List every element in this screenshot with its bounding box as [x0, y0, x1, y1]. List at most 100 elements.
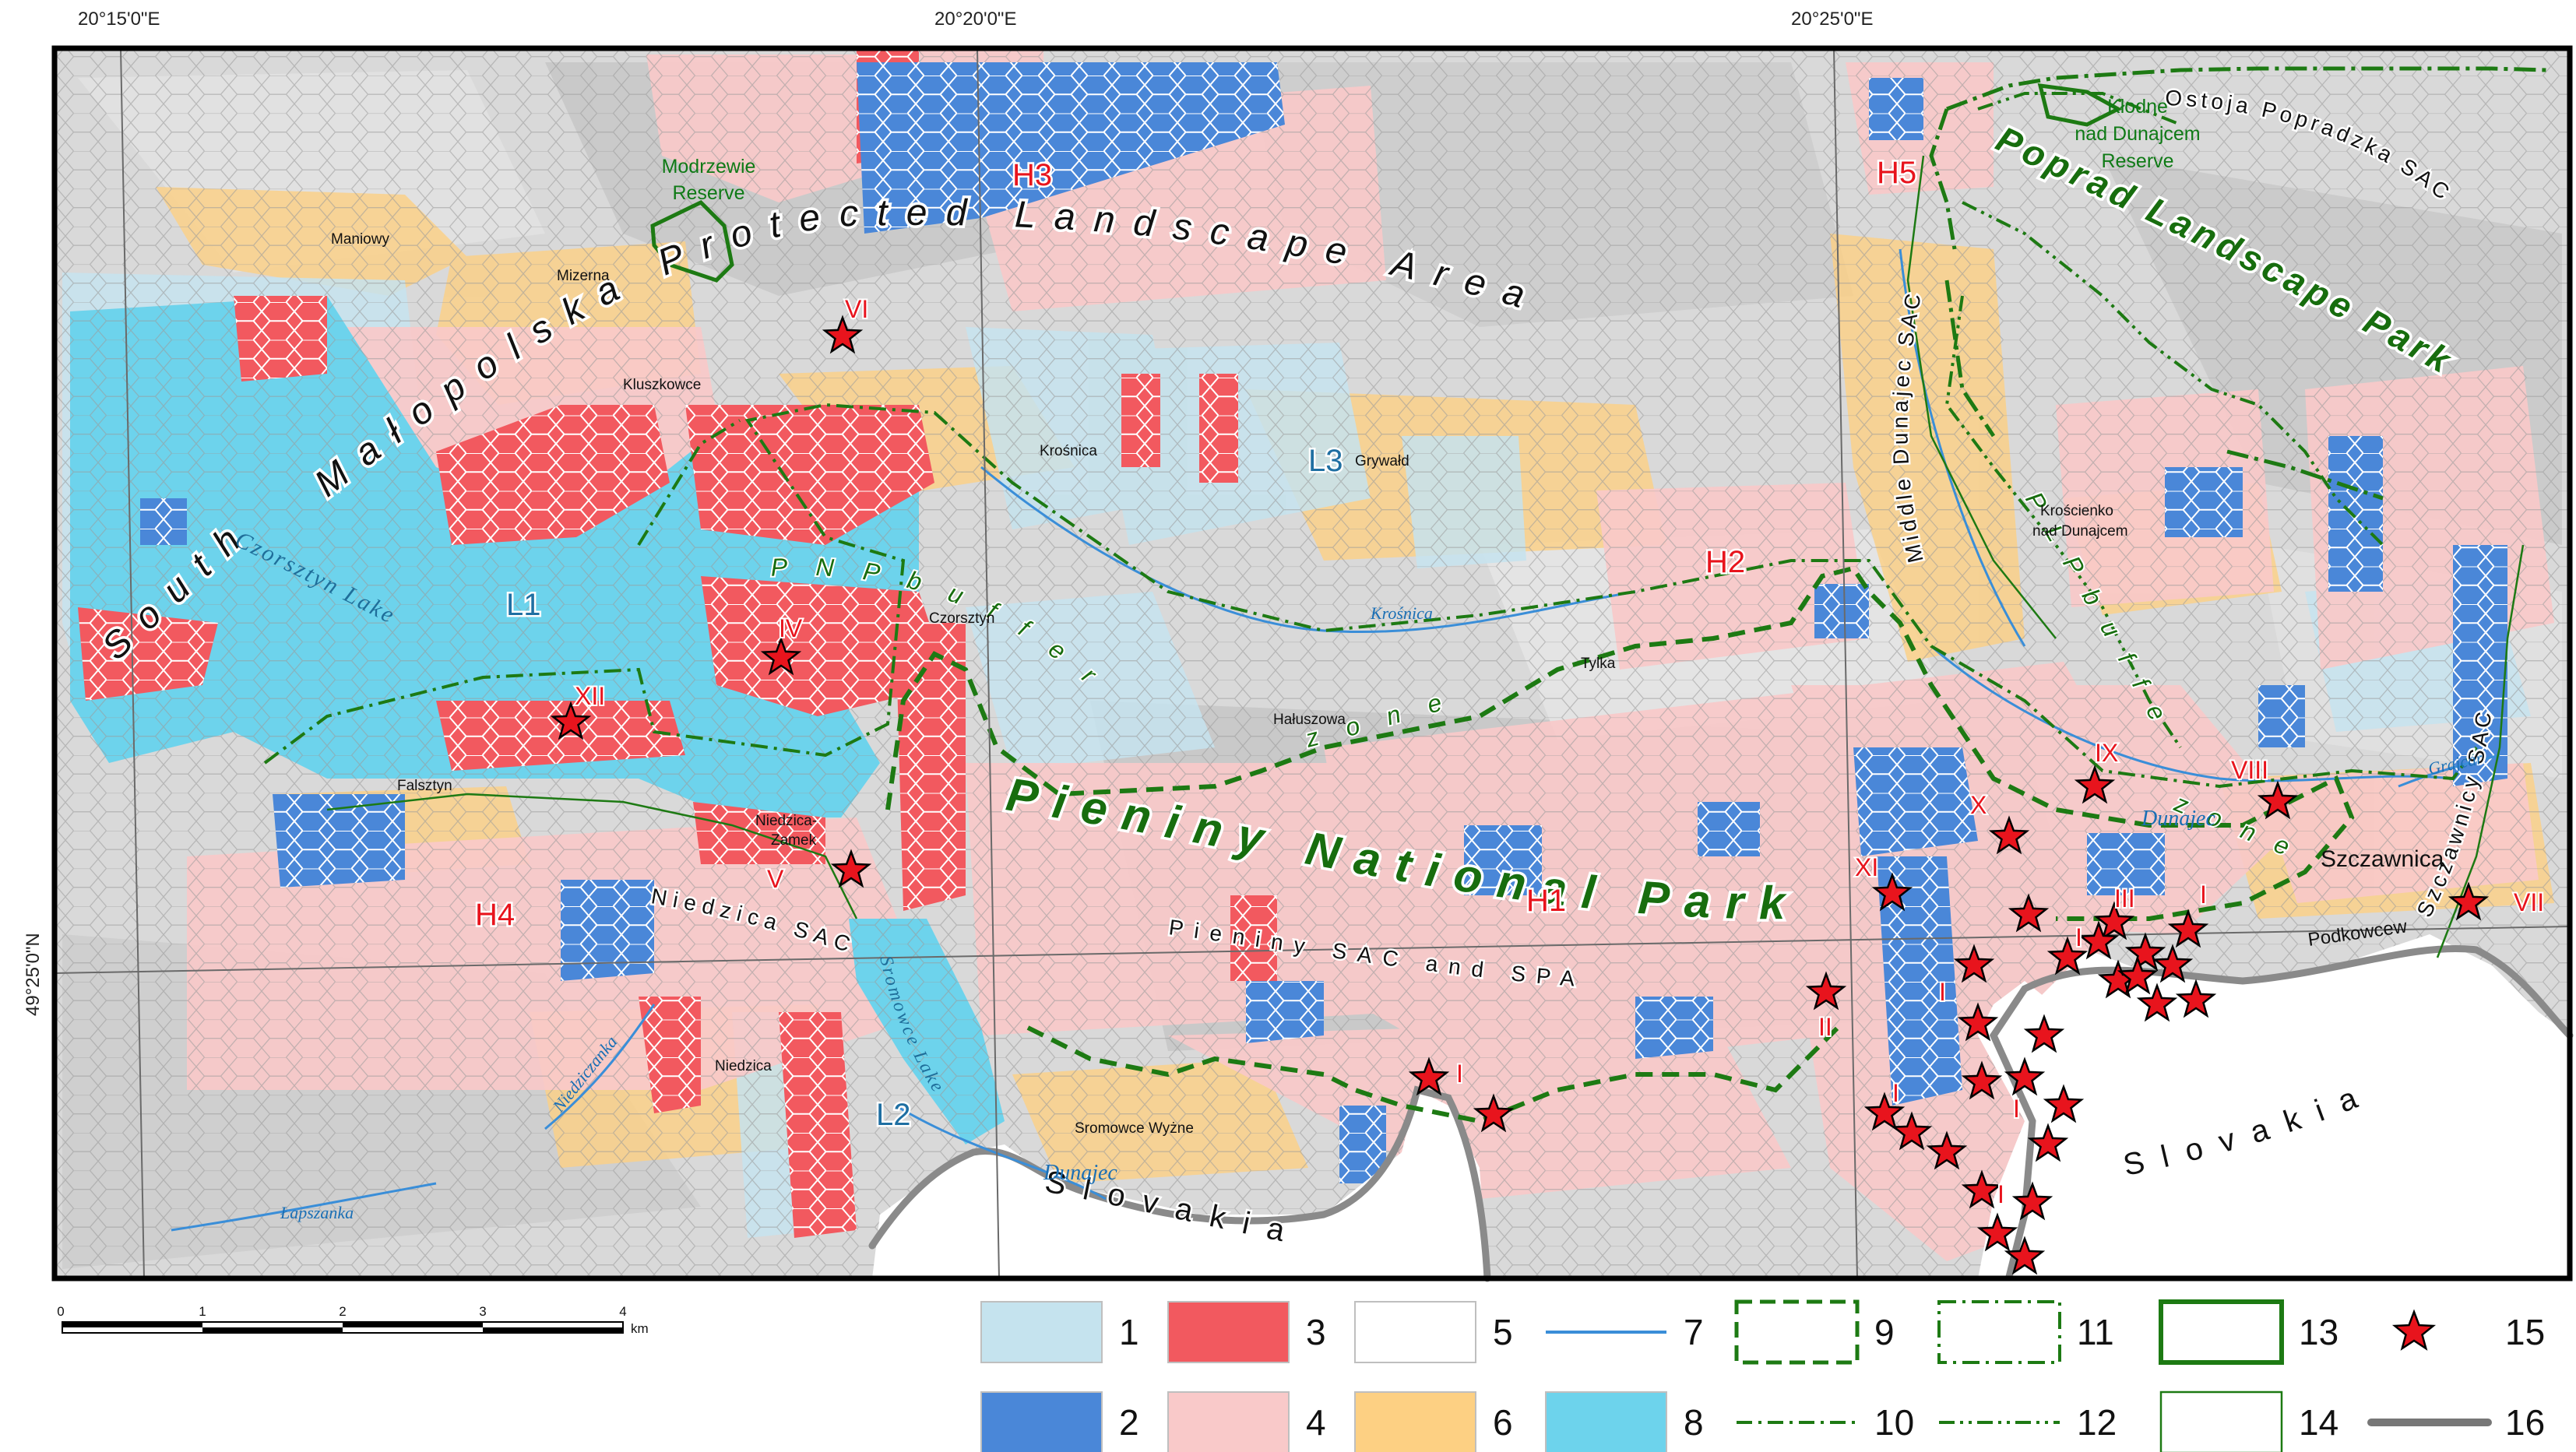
site-star-25 [1891, 1111, 1933, 1151]
pieniny-national-park-boundary [885, 565, 2355, 1124]
place-tylka: Tylka [1581, 656, 1616, 672]
map-frame [51, 45, 2573, 1281]
legend-item-16: 16 [2367, 1402, 2545, 1443]
site-star-27 [2027, 1123, 2069, 1162]
legend-label-2: 2 [1119, 1402, 1139, 1443]
legend-label-7: 7 [1684, 1312, 1704, 1352]
scale-bar-seg-1 [62, 1322, 202, 1327]
site-label-I-4: I [1939, 978, 1946, 1006]
site-star-31 [2004, 1236, 2046, 1275]
legend-label-13: 13 [2299, 1312, 2338, 1352]
scale-bar-seg-3 [343, 1322, 483, 1327]
site-star-9 [1988, 815, 2030, 855]
scale-tick-1: 1 [199, 1304, 206, 1319]
site-star-16 [2046, 936, 2089, 976]
site-label-IX: IX [2095, 739, 2118, 767]
site-star-18 [2152, 944, 2194, 983]
place-kroscienko: Krościenko [2040, 503, 2113, 519]
scale-bar: 0 1 2 3 4 km [57, 1304, 648, 1336]
scale-tick-4: 4 [619, 1304, 626, 1319]
label-H2: H2 [1705, 545, 1745, 579]
krosnica-river-line [980, 466, 1636, 634]
legend-label-12: 12 [2077, 1402, 2117, 1443]
site-star-33 [2136, 983, 2178, 1022]
state-border [868, 1085, 1491, 1282]
poprad-landscape-park-boundary [1929, 66, 2547, 501]
site-star-24 [1863, 1092, 1906, 1131]
site-label-VII: VII [2514, 888, 2544, 916]
scale-tick-0: 0 [57, 1304, 64, 1319]
site-star-13 [2008, 893, 2050, 933]
label-L3: L3 [1308, 444, 1343, 478]
place-krosnica: Krośnica [1040, 443, 1097, 459]
place-haluszowa: Hałuszowa [1273, 712, 1346, 728]
site-star-6 [1473, 1093, 1515, 1133]
legend-item-6: 6 [1354, 1391, 1513, 1452]
place-sromowce-wyzne: Sromowce Wyżne [1075, 1120, 1194, 1137]
site-label-I-1: I [1456, 1060, 1463, 1088]
place-kroscienko-nad-dunajcem: nad Dunajcem [2032, 523, 2128, 540]
site-star-11 [2257, 780, 2299, 820]
coord-label-left: 49°25'0"N [23, 933, 44, 1016]
place-mizerna: Mizerna [557, 268, 610, 284]
label-H5: H5 [1877, 156, 1916, 190]
legend-symbol-11 [1937, 1300, 2061, 1364]
legend-item-15: 15 [2391, 1309, 2545, 1352]
site-star-28 [1961, 1169, 2003, 1209]
legend-symbol-13 [2159, 1299, 2284, 1365]
site-label-VI: VI [845, 295, 868, 323]
slovakia-territory [872, 1090, 1487, 1278]
site-star-12 [2448, 881, 2490, 921]
site-label-I-6: I [2013, 1095, 2020, 1123]
legend-label-6: 6 [1493, 1402, 1513, 1443]
site-star-17 [2124, 932, 2166, 972]
legend-item-13: 13 [2159, 1299, 2338, 1365]
legend-label-8: 8 [1684, 1402, 1704, 1443]
class-2-hex-clusters [140, 62, 2507, 1183]
site-labels: VI IV XII V I II XI X IX VIII III VII I … [573, 294, 2546, 1210]
label-krosnica-river: Krośnica [1370, 603, 1433, 623]
legend-label-14: 14 [2299, 1402, 2338, 1443]
site-star-35 [2117, 955, 2159, 995]
site-star-14 [2093, 901, 2135, 940]
klodne-reserve-boundary [2037, 83, 2123, 127]
site-star-5 [1408, 1056, 1450, 1096]
legend-label-3: 3 [1306, 1312, 1326, 1352]
legend-item-14: 14 [2159, 1390, 2338, 1452]
legend-item-3: 3 [1167, 1301, 1326, 1363]
scale-bar-seg-2 [202, 1327, 343, 1333]
site-label-VIII: VIII [2231, 756, 2268, 784]
site-star-34 [2175, 979, 2217, 1018]
site-label-IV: IV [779, 614, 803, 642]
site-star-20 [1957, 1002, 1999, 1042]
place-maniowy: Maniowy [331, 231, 389, 248]
site-label-I-2: I [2200, 881, 2207, 909]
site-label-I-3: I [2075, 923, 2082, 951]
legend-label-9: 9 [1874, 1312, 1895, 1352]
legend-label-4: 4 [1306, 1402, 1326, 1443]
legend-item-1: 1 [980, 1301, 1139, 1363]
coord-label-top-1: 20°15'0"E [78, 9, 160, 30]
site-label-III: III [2114, 884, 2135, 912]
site-star-36 [2078, 920, 2120, 960]
label-lapszanka: Łapszanka [280, 1203, 354, 1222]
place-szczawnica: Szczawnica [2321, 846, 2444, 872]
slovakia-territory-east [1994, 934, 2570, 1278]
legend-item-4: 4 [1167, 1391, 1326, 1452]
legend-symbol-5 [1354, 1301, 1476, 1363]
label-L1: L1 [506, 588, 541, 622]
map-panel [51, 45, 2574, 1282]
place-niedzica: Niedzica [715, 1058, 772, 1074]
scale-tick-3: 3 [479, 1304, 486, 1319]
legend-label-5: 5 [1493, 1312, 1513, 1352]
label-klodne-nad-dunajcem: nad Dunajcem [2075, 123, 2200, 145]
legend-item-12: 12 [1939, 1402, 2117, 1443]
site-label-I-5: I [1892, 1079, 1899, 1107]
legend-symbol-9 [1734, 1299, 1860, 1365]
coord-label-top-3: 20°25'0"E [1791, 9, 1873, 30]
site-label-XII: XII [575, 682, 605, 710]
legend-symbol-2 [980, 1391, 1103, 1452]
place-grywald: Grywałd [1355, 453, 1409, 469]
